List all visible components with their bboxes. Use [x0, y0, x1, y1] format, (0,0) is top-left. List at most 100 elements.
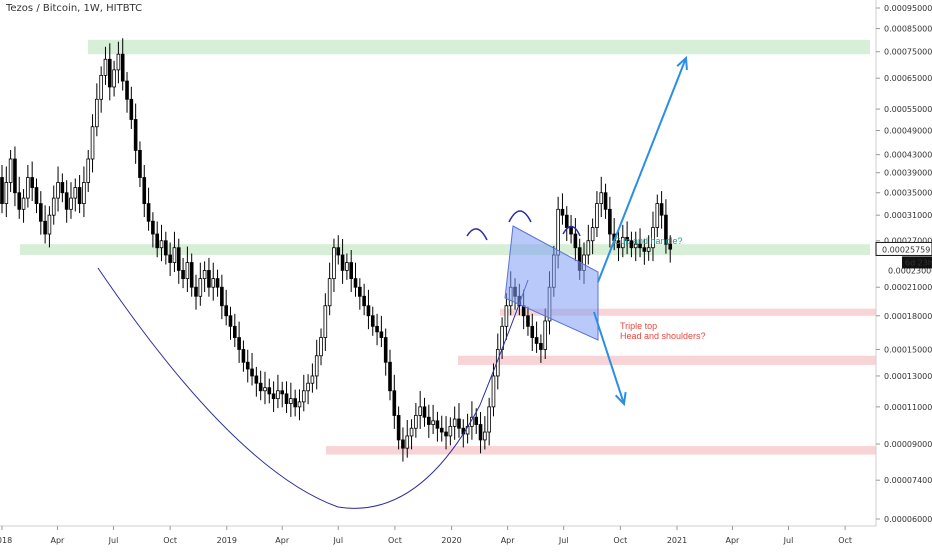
triple-top-label: Triple top — [620, 321, 657, 331]
candle-down — [642, 247, 647, 252]
flag-channel — [504, 225, 599, 341]
candle-up — [4, 182, 9, 205]
candle-down — [457, 418, 461, 429]
x-tick-label: Oct — [613, 536, 627, 545]
candle-down — [392, 390, 397, 416]
candle-up — [332, 247, 336, 280]
candle-up — [590, 227, 595, 242]
x-tick-label: Jul — [558, 536, 569, 545]
y-tick-label: 0.00007400 — [884, 476, 932, 485]
head-shoulders-label: Head and shoulders? — [620, 331, 706, 341]
candle-down — [146, 203, 151, 222]
candle-down — [564, 214, 569, 228]
y-tick-label: 0.00015000 — [884, 345, 932, 354]
candle-up — [586, 240, 591, 256]
candle-up — [314, 355, 319, 377]
candle-up — [289, 398, 293, 404]
candle-up — [345, 262, 349, 271]
candle-up — [409, 427, 414, 437]
candle-down — [155, 233, 160, 249]
candle-down — [362, 295, 366, 307]
axis-layer — [0, 0, 877, 527]
x-tick-label: Apr — [275, 536, 290, 545]
x-tick-label: Oct — [163, 536, 177, 545]
x-tick-label: 2021 — [667, 536, 687, 545]
candle-up — [198, 278, 203, 297]
candle-down — [189, 262, 194, 288]
candle-down — [375, 325, 379, 333]
candle-up — [646, 247, 651, 252]
candle-up — [8, 158, 13, 183]
candle-down — [280, 390, 285, 395]
candle-down — [43, 220, 47, 235]
x-tick-label: Apr — [726, 536, 741, 545]
y-tick-label: 0.00009000 — [884, 440, 932, 449]
candle-up — [202, 270, 207, 280]
candle-up — [211, 278, 216, 288]
candle-up — [21, 197, 26, 210]
candle-down — [164, 240, 168, 256]
candle-up — [655, 203, 660, 228]
candle-down — [245, 361, 250, 370]
candle-up — [599, 192, 604, 205]
y-tick-label: 0.00006000 — [884, 515, 932, 524]
candle-up — [297, 401, 302, 408]
candle-down — [608, 208, 612, 235]
candle-up — [116, 53, 121, 71]
candles-layer — [0, 38, 673, 462]
x-tick-label: Apr — [51, 536, 66, 545]
candle-down — [625, 236, 629, 242]
candle-up — [82, 182, 86, 205]
candle-down — [38, 203, 43, 222]
candle-down — [181, 270, 185, 280]
candle-down — [232, 325, 237, 338]
y-tick-label: 0.00043000 — [884, 151, 932, 160]
countdown-badge — [902, 256, 932, 269]
candle-down — [638, 243, 642, 249]
y-tick-label: 0.00039000 — [884, 169, 932, 178]
bull-arrow — [597, 57, 687, 283]
candle-up — [483, 431, 487, 441]
candle-down — [142, 177, 147, 205]
candle-down — [13, 158, 17, 194]
candle-down — [258, 382, 263, 392]
candle-up — [323, 305, 328, 338]
candle-down — [207, 270, 211, 288]
top-arc — [562, 225, 581, 237]
candle-down — [168, 254, 172, 263]
candle-down — [659, 203, 664, 216]
candle-down — [237, 337, 241, 350]
bull-arrow-head — [676, 55, 688, 71]
candle-up — [448, 425, 453, 437]
candle-up — [51, 197, 56, 216]
candle-down — [426, 416, 431, 425]
candle-down — [224, 305, 228, 317]
candle-down — [668, 243, 673, 250]
candle-up — [543, 320, 548, 350]
candle-up — [651, 227, 655, 249]
candle-down — [293, 398, 297, 408]
candle-up — [487, 406, 491, 433]
candle-up — [26, 177, 30, 199]
candle-down — [370, 315, 375, 327]
candle-up — [504, 305, 509, 327]
y-tick-label: 0.00075000 — [884, 48, 932, 57]
y-tick-label: 0.00055000 — [884, 105, 932, 114]
candle-down — [120, 53, 125, 82]
candle-down — [569, 227, 573, 235]
candle-down — [439, 427, 444, 433]
candle-up — [620, 236, 625, 249]
y-tick-label: 0.00065000 — [884, 74, 932, 83]
y-tick-label-partial: 0.00023000 — [888, 266, 932, 275]
y-tick-label: 0.00049000 — [884, 126, 932, 135]
candle-down — [388, 361, 392, 392]
candle-up — [310, 375, 315, 384]
candle-down — [530, 325, 535, 338]
candle-down — [444, 431, 448, 437]
candle-up — [556, 208, 560, 256]
candle-down — [77, 187, 82, 205]
candle-up — [103, 58, 108, 76]
